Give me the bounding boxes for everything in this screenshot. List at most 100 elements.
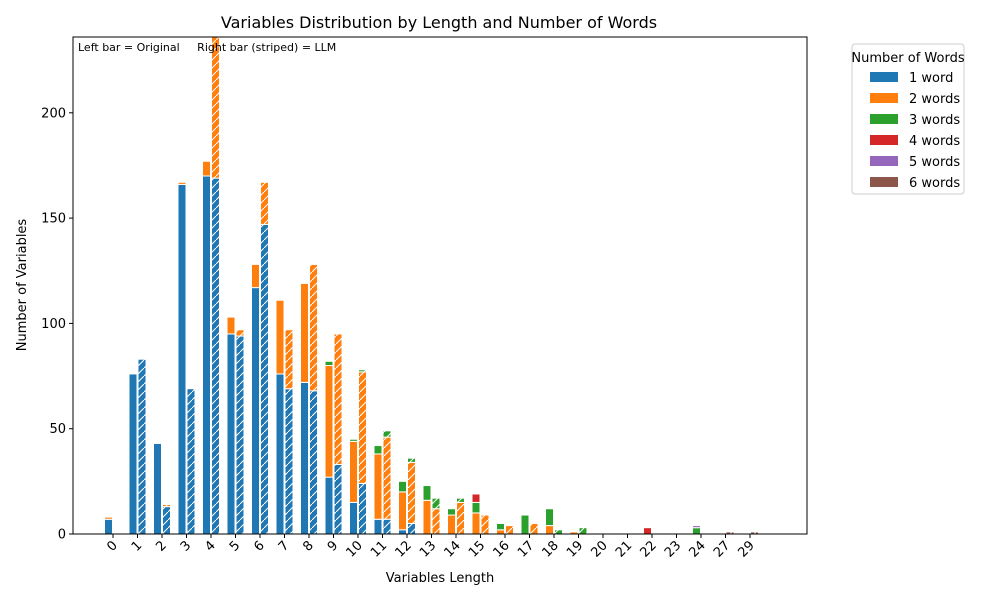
bar-original-11-3-words xyxy=(373,445,383,455)
bar-original-13-2-words xyxy=(422,499,432,535)
x-tick-label: 27 xyxy=(711,538,733,560)
bar-hatch-4-1-word xyxy=(211,178,220,534)
bar-original-2-1-word xyxy=(153,442,162,535)
bar-hatch-11-1-word xyxy=(383,519,391,534)
bar-hatch-8-1-word xyxy=(309,390,318,534)
bar-hatch-17-2-words xyxy=(530,523,538,534)
bar-original-18-2-words xyxy=(545,525,554,535)
bar-hatch-10-2-words xyxy=(358,371,367,484)
bar-original-12-1-word xyxy=(398,529,407,535)
x-tick-label: 16 xyxy=(491,538,513,560)
bar-original-24-5-words xyxy=(692,525,701,529)
bar-hatch-2-2-words xyxy=(162,504,171,507)
bar-original-0-1-word xyxy=(104,518,113,535)
legend-swatch-1-word xyxy=(870,72,898,82)
bar-hatch-7-2-words xyxy=(285,329,293,389)
legend-title: Number of Words xyxy=(851,51,964,66)
bar-hatch-10-1-word xyxy=(358,483,367,534)
legend-label: 3 words xyxy=(909,113,960,128)
bar-hatch-3-1-word xyxy=(187,388,195,534)
bar-original-16-3-words xyxy=(496,522,505,531)
bar-original-7-1-word xyxy=(275,373,285,535)
bar-original-0-2-words xyxy=(104,516,113,520)
x-tick-label: 11 xyxy=(368,538,390,560)
bar-hatch-18-3-words xyxy=(554,529,563,534)
bar-hatch-29-6-words xyxy=(750,531,759,534)
bar-hatch-5-2-words xyxy=(236,329,244,337)
bar-original-22-4-words xyxy=(643,527,652,535)
x-tick-label: 13 xyxy=(417,538,439,560)
bar-original-11-1-word xyxy=(373,518,383,535)
x-tick-label: 20 xyxy=(589,538,611,560)
x-tick-label: 6 xyxy=(251,538,267,554)
y-tick-label: 150 xyxy=(41,212,66,227)
bar-original-7-2-words xyxy=(275,299,285,375)
bar-hatch-7-1-word xyxy=(285,388,293,534)
bar-original-1-1-word xyxy=(128,373,138,535)
x-tick-label: 2 xyxy=(153,538,169,554)
x-axis-title: Variables Length xyxy=(386,571,494,586)
bar-hatch-13-2-words xyxy=(432,508,440,534)
legend-label: 5 words xyxy=(909,155,960,170)
bar-original-12-3-words xyxy=(398,480,407,493)
bar-original-8-1-word xyxy=(300,381,309,535)
y-axis-title: Number of Variables xyxy=(15,219,30,352)
y-tick-label: 50 xyxy=(49,422,66,437)
bar-hatch-19-3-words xyxy=(579,527,587,534)
bar-original-10-2-words xyxy=(349,440,358,503)
bar-original-10-1-word xyxy=(349,501,358,535)
legend-swatch-6-words xyxy=(870,177,898,187)
legend-label: 4 words xyxy=(909,134,960,149)
bar-original-5-1-word xyxy=(226,333,236,535)
bar-hatch-4-2-words xyxy=(211,37,220,179)
bar-original-6-1-word xyxy=(251,287,260,535)
bar-original-18-3-words xyxy=(545,508,554,527)
x-tick-label: 8 xyxy=(300,538,316,554)
bar-original-4-2-words xyxy=(202,160,211,177)
bar-hatch-6-1-word xyxy=(260,224,269,534)
y-tick-label: 100 xyxy=(41,317,66,332)
bar-hatch-10-3-words xyxy=(358,369,367,372)
bar-original-10-3-words xyxy=(349,438,358,442)
x-tick-label: 29 xyxy=(736,538,758,560)
bar-hatch-5-1-word xyxy=(236,336,244,534)
bar-hatch-15-2-words xyxy=(481,515,489,534)
bar-original-15-2-words xyxy=(471,512,481,535)
bar-original-3-2-words xyxy=(177,181,187,185)
legend-swatch-4-words xyxy=(870,135,898,145)
bar-hatch-1-1-word xyxy=(138,359,146,534)
x-tick-label: 19 xyxy=(564,538,586,560)
bar-original-14-3-words xyxy=(447,508,456,516)
bar-hatch-11-3-words xyxy=(383,430,391,438)
bar-original-12-2-words xyxy=(398,491,407,531)
bar-original-15-3-words xyxy=(471,501,481,514)
legend-swatch-3-words xyxy=(870,114,898,124)
chart-annotation: Left bar = Original Right bar (striped) … xyxy=(78,41,336,54)
x-tick-label: 7 xyxy=(276,538,292,554)
x-tick-label: 23 xyxy=(662,538,684,560)
legend-label: 2 words xyxy=(909,92,960,107)
x-tick-label: 12 xyxy=(393,538,415,560)
x-tick-label: 21 xyxy=(613,538,635,560)
bar-hatch-8-2-words xyxy=(309,264,318,391)
bar-hatch-13-3-words xyxy=(432,498,440,509)
x-tick-label: 5 xyxy=(227,538,243,554)
bar-hatch-16-2-words xyxy=(505,525,514,534)
x-tick-label: 24 xyxy=(687,538,709,560)
bar-original-3-1-word xyxy=(177,183,187,535)
x-tick-label: 14 xyxy=(442,538,464,560)
bar-original-9-2-words xyxy=(324,365,334,478)
bar-hatch-9-1-word xyxy=(334,464,342,534)
bar-original-6-2-words xyxy=(251,263,260,289)
bars-layer xyxy=(104,36,759,535)
bar-hatch-12-3-words xyxy=(407,458,416,463)
x-tick-label: 0 xyxy=(104,538,120,554)
x-tick-label: 18 xyxy=(540,538,562,560)
x-axis: 0 1 2 3 4 5 6 7 8 9 10 11 12 13 14 15 16 17 18 19 20 21 22 23 24… xyxy=(104,534,758,561)
bar-original-24-3-words xyxy=(692,527,701,535)
bar-original-9-3-words xyxy=(324,360,334,367)
bar-original-13-3-words xyxy=(422,485,432,501)
bar-hatch-9-2-words xyxy=(334,333,342,465)
x-tick-label: 3 xyxy=(178,538,194,554)
